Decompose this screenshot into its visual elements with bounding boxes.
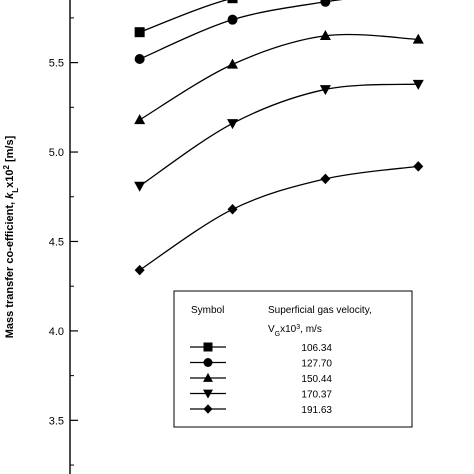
- axes: 3.5 4.0 4.5 5.0 5.5 Mass transfer co-efficien…: [2, 0, 78, 474]
- data-point-150.44: [319, 30, 331, 41]
- data-point-191.63: [134, 264, 145, 276]
- data-point-127.70: [134, 54, 145, 65]
- legend: Symbol Superficial gas velocity, VGx103, m…: [173, 290, 413, 428]
- series-line-127.70: [139, 0, 343, 60]
- data-point-106.34: [227, 0, 238, 4]
- data-point-127.70: [320, 0, 331, 7]
- series-markers: [134, 0, 424, 276]
- legend-marker-191.63: [203, 404, 213, 414]
- legend-header-units: VGx103, m/s: [268, 324, 322, 338]
- data-point-191.63: [227, 204, 238, 215]
- legend-label-170.37: 170.37: [301, 390, 332, 401]
- series-line-106.34: [139, 0, 229, 33]
- data-point-170.37: [412, 79, 424, 90]
- y-tick-label: 5.5: [49, 58, 64, 70]
- legend-marker-170.37: [203, 389, 213, 399]
- legend-header-symbol: Symbol: [191, 305, 224, 316]
- y-tick-label: 5.0: [49, 147, 64, 159]
- series-line-170.37: [139, 83, 419, 187]
- legend-marker-127.70: [203, 358, 213, 367]
- y-tick-label: 3.5: [49, 415, 64, 427]
- legend-marker-106.34: [203, 342, 213, 352]
- data-point-170.37: [227, 119, 239, 130]
- legend-label-191.63: 191.63: [301, 405, 332, 416]
- y-axis-title: Mass transfer co-efficient, kLx102 [m/s]: [2, 135, 20, 338]
- data-point-170.37: [134, 181, 146, 192]
- legend-label-127.70: 127.70: [301, 359, 332, 370]
- data-point-106.34: [134, 27, 145, 38]
- legend-label-150.44: 150.44: [301, 374, 332, 385]
- legend-marker-150.44: [203, 372, 213, 382]
- legend-header-velocity: Superficial gas velocity,: [268, 305, 372, 316]
- legend-box: [173, 290, 413, 428]
- legend-label-106.34: 106.34: [301, 343, 332, 354]
- series-line-150.44: [139, 33, 419, 121]
- data-point-150.44: [134, 114, 146, 125]
- data-point-127.70: [227, 14, 238, 25]
- data-point-150.44: [227, 58, 239, 69]
- series-lines: [139, 0, 419, 271]
- data-point-170.37: [319, 85, 331, 96]
- data-point-191.63: [413, 161, 424, 172]
- y-tick-label: 4.5: [49, 236, 64, 248]
- y-tick-label: 4.0: [49, 326, 64, 338]
- series-line-191.63: [139, 165, 419, 271]
- data-point-191.63: [320, 173, 331, 185]
- data-point-150.44: [412, 33, 424, 44]
